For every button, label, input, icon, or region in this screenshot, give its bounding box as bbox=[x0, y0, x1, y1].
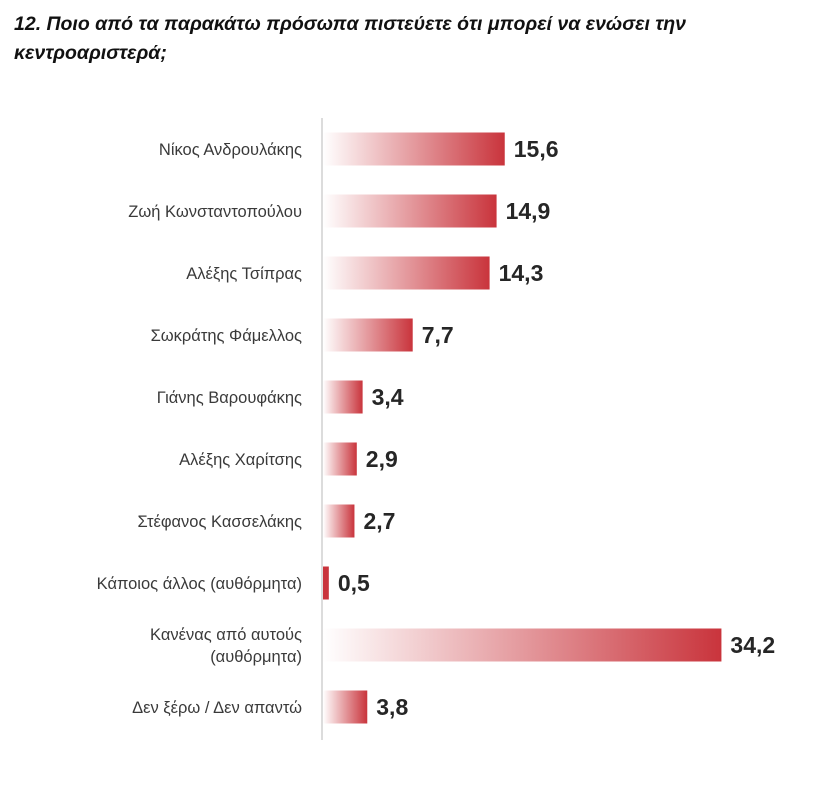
data-label: 2,9 bbox=[366, 446, 398, 472]
bar bbox=[323, 628, 722, 662]
category-label-line: Ζωή Κωνσταντοπούλου bbox=[128, 203, 302, 221]
data-label: 0,5 bbox=[338, 570, 370, 596]
category-label-line: Νίκος Ανδρουλάκης bbox=[159, 141, 302, 159]
category-label: Δεν ξέρω / Δεν απαντώ bbox=[132, 699, 302, 717]
data-label: 3,8 bbox=[376, 694, 408, 720]
category-label-line: Στέφανος Κασσελάκης bbox=[138, 513, 303, 531]
category-label: Σωκράτης Φάμελλος bbox=[151, 327, 302, 345]
data-label: 14,3 bbox=[499, 260, 544, 286]
category-label-line: Σωκράτης Φάμελλος bbox=[151, 327, 302, 345]
chart-title: 12. Ποιο από τα παρακάτω πρόσωπα πιστεύε… bbox=[14, 13, 687, 64]
bar bbox=[323, 442, 357, 476]
bar bbox=[323, 318, 413, 352]
category-label: Κάποιος άλλος (αυθόρμητα) bbox=[97, 575, 302, 593]
category-label: Ζωή Κωνσταντοπούλου bbox=[128, 203, 302, 221]
category-label-line: Κάποιος άλλος (αυθόρμητα) bbox=[97, 575, 302, 593]
bar bbox=[323, 256, 490, 290]
category-label-line: Γιάνης Βαρουφάκης bbox=[157, 389, 302, 407]
bar bbox=[323, 194, 497, 228]
data-label: 34,2 bbox=[730, 632, 775, 658]
category-label-line: (αυθόρμητα) bbox=[210, 648, 302, 666]
category-label: Γιάνης Βαρουφάκης bbox=[157, 389, 302, 407]
bar bbox=[323, 380, 363, 414]
data-label: 3,4 bbox=[372, 384, 404, 410]
data-label: 14,9 bbox=[506, 198, 551, 224]
data-label: 2,7 bbox=[363, 508, 395, 534]
category-label: Νίκος Ανδρουλάκης bbox=[159, 141, 302, 159]
data-label: 7,7 bbox=[422, 322, 454, 348]
category-label: Αλέξης Χαρίτσης bbox=[179, 451, 302, 469]
category-label-line: Αλέξης Χαρίτσης bbox=[179, 451, 302, 469]
bar bbox=[323, 566, 329, 600]
category-label: Στέφανος Κασσελάκης bbox=[138, 513, 303, 531]
category-label-line: Δεν ξέρω / Δεν απαντώ bbox=[132, 699, 302, 717]
bar bbox=[323, 690, 368, 724]
category-label-line: Αλέξης Τσίπρας bbox=[186, 265, 302, 283]
bar bbox=[323, 504, 355, 538]
category-label: Αλέξης Τσίπρας bbox=[186, 265, 302, 283]
bar bbox=[323, 132, 505, 166]
category-label-line: Κανένας από αυτούς bbox=[150, 626, 302, 644]
data-label: 15,6 bbox=[514, 136, 559, 162]
category-label: Κανένας από αυτούς (αυθόρμητα) bbox=[150, 626, 302, 666]
